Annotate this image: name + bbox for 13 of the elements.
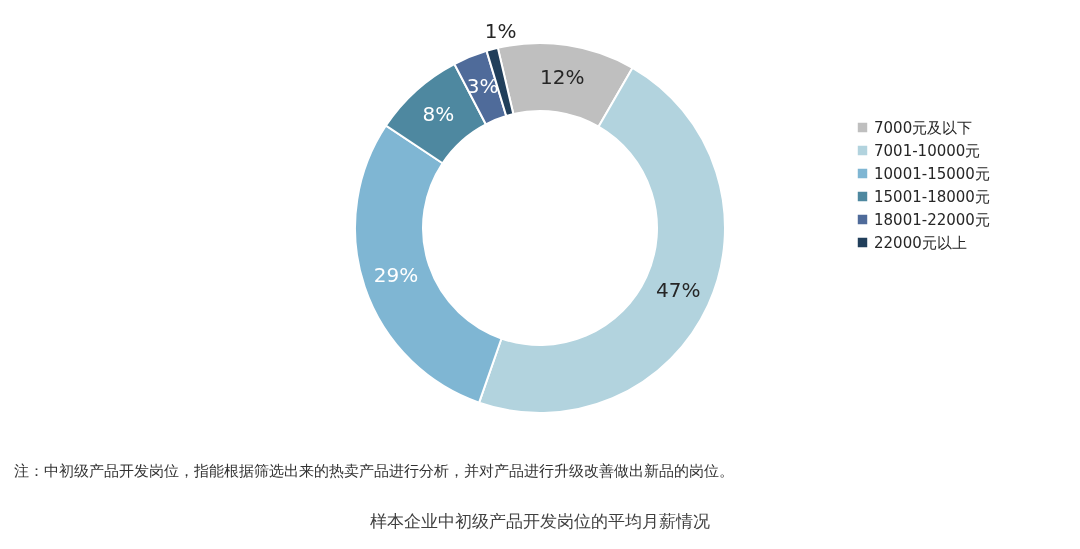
legend-label: 7001-10000元 — [874, 141, 981, 160]
data-label: 47% — [655, 278, 701, 303]
text: 注：中初级产品开发岗位，指能根据筛选出来的热卖产品进行分析，并对产品进行升级改善做出新品的岗位。 — [14, 462, 734, 481]
data-label: 12% — [540, 64, 585, 89]
text: 样本企业中初级产品开发岗位的平均月薪情况 — [369, 510, 711, 533]
data-label: 29% — [373, 263, 419, 288]
data-label: 8% — [422, 102, 455, 126]
legend-label: 10001-15000元 — [874, 164, 990, 183]
legend-label: 7000元及以下 — [874, 118, 973, 137]
legend-label: 22000元以上 — [874, 233, 967, 252]
legend-label: 18001-22000元 — [874, 210, 990, 229]
legend-label: 15001-18000元 — [874, 187, 990, 206]
data-label: 1% — [484, 18, 517, 43]
